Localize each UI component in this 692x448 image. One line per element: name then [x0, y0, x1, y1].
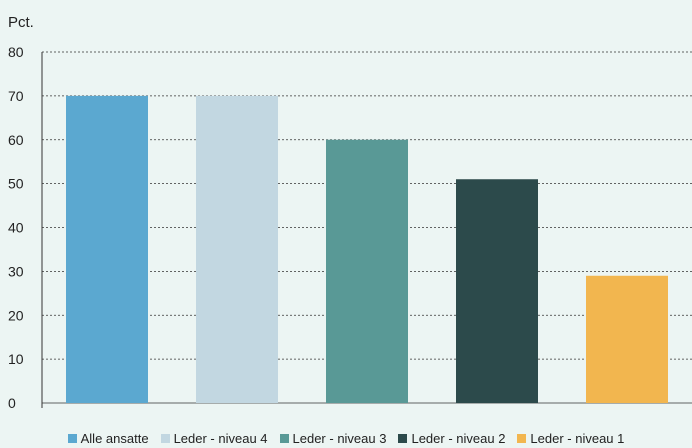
legend-label: Alle ansatte	[80, 431, 149, 446]
bar	[456, 179, 538, 403]
legend-swatch	[160, 434, 170, 443]
legend-label: Leder - niveau 4	[173, 431, 268, 446]
bar	[196, 95, 278, 403]
bar	[66, 95, 148, 403]
y-tick-label: 30	[8, 263, 24, 279]
legend-swatch	[398, 434, 408, 443]
y-tick-label: 10	[8, 351, 24, 367]
bar	[326, 139, 408, 403]
legend-item: Leder - niveau 3	[279, 431, 387, 446]
y-tick-label: 20	[8, 307, 24, 323]
y-tick-label: 50	[8, 176, 24, 192]
y-tick-label: 60	[8, 132, 24, 148]
legend: Alle ansatte Leder - niveau 4 Leder - nive…	[0, 431, 692, 446]
legend-label: Leder - niveau 1	[530, 431, 625, 446]
y-tick-label: 70	[8, 88, 24, 104]
bar	[586, 275, 668, 403]
legend-swatch	[279, 434, 289, 443]
y-axis-unit-label: Pct.	[8, 14, 34, 31]
legend-item: Leder - niveau 4	[160, 431, 268, 446]
legend-swatch	[67, 434, 77, 443]
bars	[66, 95, 668, 403]
legend-label: Leder - niveau 2	[411, 431, 506, 446]
y-tick-label: 40	[8, 220, 24, 236]
y-axis: 0 10 20 30 40 50 60 70 80	[8, 44, 43, 411]
legend-item: Alle ansatte	[67, 431, 149, 446]
legend-label: Leder - niveau 3	[292, 431, 387, 446]
legend-item: Leder - niveau 2	[398, 431, 505, 446]
legend-item: Leder - niveau 1	[517, 431, 624, 446]
legend-swatch	[517, 434, 527, 443]
y-tick-label: 0	[8, 395, 16, 411]
y-tick-label: 80	[8, 44, 24, 60]
